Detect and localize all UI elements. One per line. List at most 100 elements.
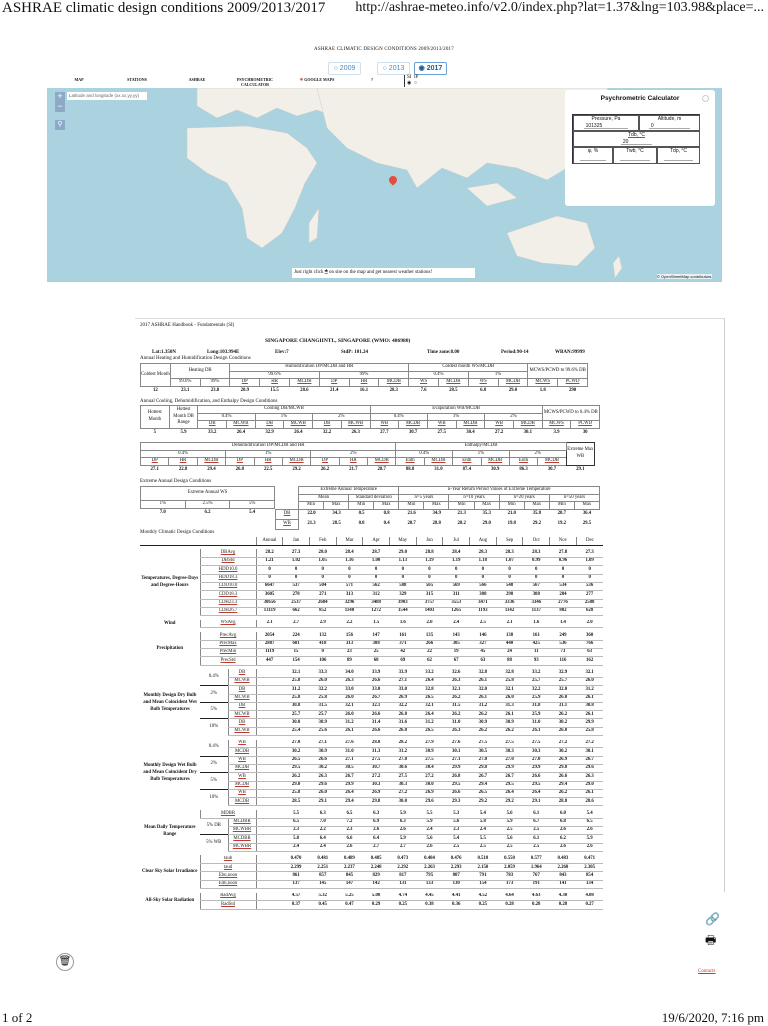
map-attribution[interactable]: © OpenStreetMap contributors.: [657, 274, 713, 279]
value-cell: 26.0: [309, 677, 337, 687]
value-cell: 447: [256, 656, 283, 666]
nav-map[interactable]: MAP: [74, 77, 84, 82]
tdb-input[interactable]: 20: [620, 139, 653, 145]
value-cell: 35.3: [482, 511, 491, 517]
map-hint: Just right click 🖱 on site on the map an…: [292, 268, 475, 278]
value-cell: 30.8: [282, 701, 310, 712]
nav-help[interactable]: ?: [371, 77, 373, 82]
value-cell: 26.3: [442, 677, 470, 687]
contacts-link[interactable]: Contacts: [698, 969, 716, 974]
variable-label: MCDBR: [227, 834, 257, 844]
nav-google-maps[interactable]: ● GOOGLE MAPS: [292, 77, 342, 83]
value-cell: 2588: [576, 599, 603, 608]
coordinates-input[interactable]: Latitude and longitude (xx.xx,yy.yy): [67, 92, 147, 100]
col-header: Max: [323, 501, 350, 510]
col-header: MCDB: [437, 378, 469, 387]
value-cell: 26.7: [336, 772, 363, 782]
value-cell: 857: [309, 871, 337, 881]
value-cell: 28.8: [432, 521, 441, 527]
value-cell: 30.0: [416, 781, 443, 790]
search-icon[interactable]: ⚲: [55, 120, 65, 130]
col-header: n-Year Return Period Values of Extreme T…: [398, 486, 600, 495]
map[interactable]: + − ⚲ Latitude and longitude (xx.xx,yy.y…: [47, 88, 722, 282]
longitude: Long:103.994E: [207, 350, 240, 355]
value-cell: 29.9: [442, 764, 470, 774]
variable-label: MCWBR: [227, 843, 257, 852]
unit-ip[interactable]: IP: [413, 75, 419, 80]
value-cell: 26.4: [416, 677, 443, 687]
value-cell: 30.9: [496, 718, 523, 728]
variable-label: MCWB: [227, 727, 257, 737]
value-cell: 1.19: [416, 557, 443, 567]
col-header: MCWB: [340, 420, 371, 429]
nav-ashrae[interactable]: ASHRAE: [188, 77, 206, 82]
year-button-2009[interactable]: ○ 2009: [328, 62, 361, 75]
twb-input[interactable]: [620, 155, 650, 161]
value-cell: 27.5: [416, 755, 443, 765]
col-header: MCWS/PCWD to 99.6% DB: [527, 363, 588, 379]
unit-selector[interactable]: SI IP ◉ ○: [404, 75, 418, 87]
value-cell: 25.8: [282, 677, 310, 687]
value-cell: 26.1: [469, 694, 497, 703]
value-cell: 26.2: [549, 788, 577, 799]
unit-si[interactable]: SI: [407, 75, 412, 80]
value-cell: 26.8: [442, 772, 470, 782]
value-cell: 537: [282, 582, 310, 592]
value-cell: 6.1: [522, 834, 550, 844]
radio-icon[interactable]: ○: [413, 81, 417, 86]
value-cell: 1.09: [576, 557, 603, 567]
value-cell: 4.57: [282, 892, 310, 902]
heating-table: Coldest Month Heating DB Humidification DP…: [140, 363, 588, 396]
col-header: Enth: [508, 457, 539, 466]
variable-label: CDH23.3: [199, 599, 257, 608]
section-title: Extreme Annual Design Conditions: [140, 479, 212, 484]
value-cell: 30.6: [389, 764, 417, 774]
value-cell: 0: [416, 565, 443, 575]
month-header: Nov: [549, 537, 577, 546]
value-cell: 6.7: [522, 817, 550, 828]
page-number: 1 of 2: [2, 1010, 33, 1025]
value-cell: 504: [309, 582, 337, 592]
table-row: All-Sky Solar Radiation RadAvg 4.57 5.32 5.2…: [140, 892, 603, 903]
radio-checked-icon[interactable]: ◉: [407, 81, 412, 86]
close-icon[interactable]: [702, 95, 709, 102]
value-cell: 1.5: [362, 619, 390, 629]
col-header: Enthalpy/MCDB: [395, 442, 567, 451]
trash-icon[interactable]: 🗑: [56, 953, 74, 971]
table-row: 10% DB 30.0 30.9 31.2 31.4 31.6 31.2 31.0 30.9 30.…: [140, 718, 603, 736]
year-button-2013[interactable]: ○ 2013: [377, 62, 410, 75]
pressure-input[interactable]: 101325: [583, 123, 629, 129]
table-row: MCDB 30.2 30.9 31.0 31.3 31.2 30.9 30.1 30.5 30.3…: [140, 747, 603, 757]
value-cell: 29.9: [336, 781, 363, 790]
mouse-icon: 🖱: [324, 270, 328, 275]
variable-label: MDBR: [199, 809, 257, 819]
value-cell: [256, 900, 283, 910]
col-header: PCWD: [557, 378, 588, 387]
value-cell: 1193: [469, 607, 497, 617]
handbook-title: 2017 ASHRAE Handbook - Fundamentals (SI): [140, 323, 235, 328]
radio-icon: ○: [333, 65, 340, 72]
zoom-out-button[interactable]: −: [55, 102, 65, 112]
header-row: 99.6% 99% DP HR MCDB DP HR MCDB WS MCDB WS MCDB MCWS…: [141, 378, 588, 387]
value-cell: 32.9: [549, 669, 577, 678]
nav-stations[interactable]: STATIONS: [127, 77, 147, 82]
table-row: CDD10.0 6647 537 504 571 562 588 565 569 566 548 56…: [140, 582, 603, 592]
tdp-input[interactable]: [664, 155, 693, 161]
value-cell: 27.1: [389, 677, 417, 687]
percentile-label: 5%: [200, 701, 228, 719]
value-cell: 2.5: [442, 843, 470, 852]
value-cell: 32.8: [496, 669, 523, 678]
col-header: DP: [225, 457, 255, 466]
year-button-2017[interactable]: ◉ 2017: [414, 62, 447, 75]
table-row: CDH23.3 38656 2537 2684 3296 3488 3903 3757 3553…: [140, 599, 603, 608]
zoom-in-button[interactable]: +: [55, 92, 65, 102]
print-icon[interactable]: 🖶: [705, 933, 717, 947]
col-header: WB: [426, 420, 457, 429]
link-icon[interactable]: 🔗: [705, 912, 720, 926]
value-cell: 3336: [496, 599, 523, 608]
col-header: Coldest Month: [140, 363, 171, 387]
nav-psychrometric-calculator[interactable]: PSYCHROMETRIC CALCULATOR: [236, 77, 273, 87]
altitude-input[interactable]: 0: [648, 123, 691, 129]
phi-input[interactable]: [579, 155, 607, 161]
value-cell: 28.4: [336, 549, 363, 559]
